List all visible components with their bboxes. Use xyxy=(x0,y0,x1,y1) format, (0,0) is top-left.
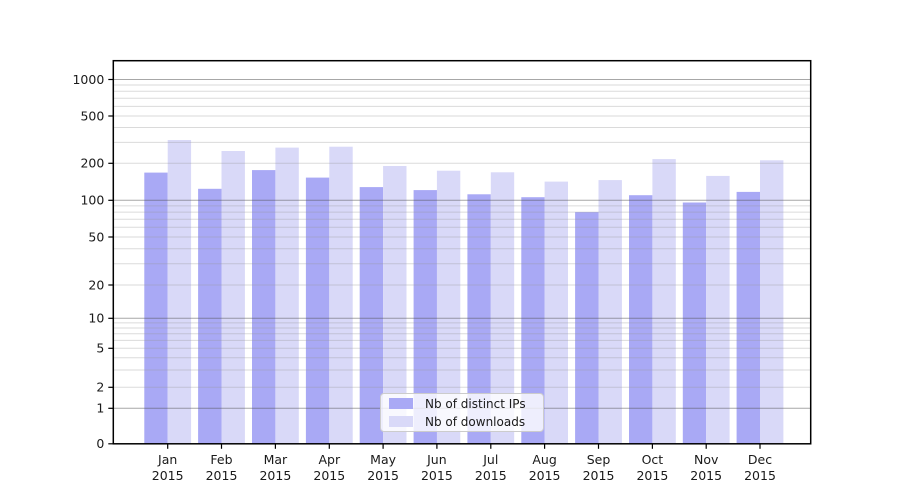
bar-distinct-ips-feb xyxy=(198,188,222,444)
bar-distinct-ips-aug xyxy=(521,197,545,444)
legend-swatch-downloads xyxy=(389,416,413,427)
legend-item-downloads: Nb of downloads xyxy=(389,415,543,429)
y-tick-label: 200 xyxy=(80,156,104,171)
bar-downloads-jul xyxy=(490,172,515,444)
legend-swatch-distinct-ips xyxy=(389,398,413,409)
y-tick-label: 20 xyxy=(88,277,104,292)
x-tick-label-month: Mar xyxy=(264,452,288,467)
bar-distinct-ips-sep xyxy=(575,212,599,444)
y-tick-label: 1000 xyxy=(72,72,104,87)
x-tick-label-year: 2015 xyxy=(583,468,615,483)
bar-distinct-ips-jan xyxy=(144,172,168,444)
x-tick-label-year: 2015 xyxy=(421,468,453,483)
x-tick-label-year: 2015 xyxy=(690,468,722,483)
legend-label-downloads: Nb of downloads xyxy=(425,414,526,429)
bar-downloads-jan xyxy=(167,140,192,444)
x-tick-label-year: 2015 xyxy=(475,468,507,483)
plot-border xyxy=(112,59,812,445)
x-tick-label-month: Dec xyxy=(748,452,772,467)
x-tick-label-year: 2015 xyxy=(152,468,184,483)
bar-downloads-apr xyxy=(329,146,353,444)
bar-distinct-ips-apr xyxy=(305,177,330,444)
x-tick-label-year: 2015 xyxy=(313,468,345,483)
y-tick-label: 10 xyxy=(88,311,104,326)
x-tick-label-month: Oct xyxy=(642,452,664,467)
bar-distinct-ips-nov xyxy=(682,202,707,444)
bar-distinct-ips-jul xyxy=(467,194,491,444)
y-tick-label: 50 xyxy=(88,229,104,244)
y-tick-label: 5 xyxy=(96,341,104,356)
y-tick-label: 1 xyxy=(96,401,104,416)
bar-downloads-oct xyxy=(652,159,676,444)
legend-item-distinct-ips: Nb of distinct IPs xyxy=(389,397,543,411)
x-tick-label-month: Sep xyxy=(587,452,611,467)
x-tick-label-year: 2015 xyxy=(206,468,238,483)
x-tick-label-month: Apr xyxy=(318,452,340,467)
legend: Nb of distinct IPs Nb of downloads xyxy=(380,393,544,432)
x-tick-label-month: Nov xyxy=(694,452,719,467)
x-tick-label-month: Feb xyxy=(210,452,232,467)
x-tick-label-month: Aug xyxy=(532,452,556,467)
x-tick-label-year: 2015 xyxy=(367,468,399,483)
bar-distinct-ips-may xyxy=(359,187,384,444)
y-tick-label: 100 xyxy=(80,193,104,208)
bar-downloads-sep xyxy=(598,180,622,444)
y-tick-label: 0 xyxy=(96,436,104,451)
bar-downloads-jun xyxy=(436,170,461,444)
y-tick-label: 500 xyxy=(80,108,104,123)
x-tick-label-month: May xyxy=(370,452,396,467)
x-tick-label-month: Jun xyxy=(426,452,447,467)
bar-downloads-aug xyxy=(544,181,568,444)
x-tick-label-month: Jan xyxy=(157,452,177,467)
bar-downloads-dec xyxy=(760,160,784,444)
bar-distinct-ips-mar xyxy=(252,170,276,444)
bar-downloads-may xyxy=(383,166,407,444)
y-tick-label: 2 xyxy=(96,380,104,395)
bar-downloads-nov xyxy=(706,175,730,444)
x-tick-label-year: 2015 xyxy=(744,468,776,483)
bar-downloads-mar xyxy=(275,147,299,444)
x-tick-label-year: 2015 xyxy=(529,468,561,483)
bar-downloads-feb xyxy=(221,151,245,444)
x-tick-label-month: Jul xyxy=(482,452,498,467)
x-tick-label-year: 2015 xyxy=(636,468,668,483)
bar-distinct-ips-oct xyxy=(629,195,653,444)
bar-distinct-ips-jun xyxy=(413,190,437,444)
legend-label-distinct-ips: Nb of distinct IPs xyxy=(425,396,526,411)
x-tick-label-year: 2015 xyxy=(259,468,291,483)
